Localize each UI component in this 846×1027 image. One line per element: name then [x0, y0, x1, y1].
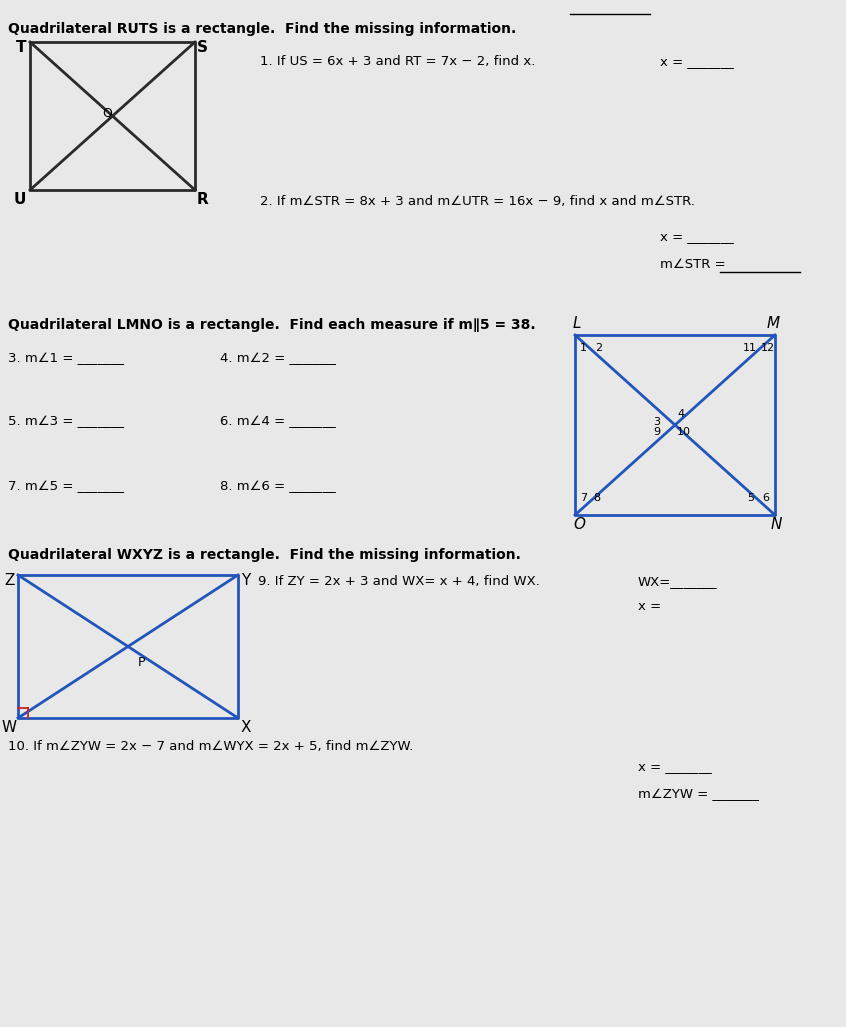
Text: 3. m∠1 = _______: 3. m∠1 = _______: [8, 352, 124, 365]
Text: M: M: [767, 316, 780, 331]
Text: 5. m∠3 = _______: 5. m∠3 = _______: [8, 415, 124, 428]
Text: O: O: [573, 517, 585, 532]
Text: S: S: [197, 40, 208, 55]
Text: m∠ZYW = _______: m∠ZYW = _______: [638, 788, 759, 801]
Text: 8. m∠6 = _______: 8. m∠6 = _______: [220, 480, 336, 493]
Text: Quadrilateral LMNO is a rectangle.  Find each measure if m∥5 = 38.: Quadrilateral LMNO is a rectangle. Find …: [8, 318, 536, 332]
Text: Y: Y: [241, 573, 250, 588]
Text: WX=_______: WX=_______: [638, 575, 717, 588]
Text: 4: 4: [677, 409, 684, 419]
Text: L: L: [573, 316, 581, 331]
Text: 10: 10: [677, 427, 691, 438]
Text: 12: 12: [761, 343, 775, 353]
Text: 1: 1: [580, 343, 587, 353]
Text: 9: 9: [653, 427, 660, 438]
Text: Q: Q: [102, 106, 113, 119]
Text: 11: 11: [743, 343, 757, 353]
Text: x =: x =: [638, 600, 661, 613]
Text: 3: 3: [653, 417, 660, 427]
Text: T: T: [16, 40, 26, 55]
Text: P: P: [138, 656, 146, 670]
Text: 2: 2: [595, 343, 602, 353]
Text: 6. m∠4 = _______: 6. m∠4 = _______: [220, 415, 336, 428]
Text: 7. m∠5 = _______: 7. m∠5 = _______: [8, 480, 124, 493]
Text: N: N: [771, 517, 783, 532]
Text: 8: 8: [593, 493, 600, 503]
Text: Quadrilateral WXYZ is a rectangle.  Find the missing information.: Quadrilateral WXYZ is a rectangle. Find …: [8, 548, 521, 562]
Text: x = _______: x = _______: [660, 230, 733, 243]
Text: 10. If m∠ZYW = 2x − 7 and m∠WYX = 2x + 5, find m∠ZYW.: 10. If m∠ZYW = 2x − 7 and m∠WYX = 2x + 5…: [8, 740, 413, 753]
Text: x = _______: x = _______: [638, 760, 711, 773]
Text: X: X: [241, 720, 251, 735]
Text: 9. If ZY = 2x + 3 and WX= x + 4, find WX.: 9. If ZY = 2x + 3 and WX= x + 4, find WX…: [258, 575, 540, 588]
Text: Z: Z: [4, 573, 14, 588]
Text: 1. If US = 6x + 3 and RT = 7x − 2, find x.: 1. If US = 6x + 3 and RT = 7x − 2, find …: [260, 55, 536, 68]
Text: 4. m∠2 = _______: 4. m∠2 = _______: [220, 352, 336, 365]
Text: 6: 6: [762, 493, 769, 503]
Text: 5: 5: [747, 493, 754, 503]
Text: 2. If m∠STR = 8x + 3 and m∠UTR = 16x − 9, find x and m∠STR.: 2. If m∠STR = 8x + 3 and m∠UTR = 16x − 9…: [260, 195, 695, 208]
Text: 7: 7: [580, 493, 587, 503]
Text: m∠STR =: m∠STR =: [660, 258, 726, 271]
Text: W: W: [2, 720, 17, 735]
Text: x = _______: x = _______: [660, 55, 733, 68]
Text: U: U: [14, 192, 26, 207]
Text: R: R: [197, 192, 209, 207]
Text: Quadrilateral RUTS is a rectangle.  Find the missing information.: Quadrilateral RUTS is a rectangle. Find …: [8, 22, 516, 36]
